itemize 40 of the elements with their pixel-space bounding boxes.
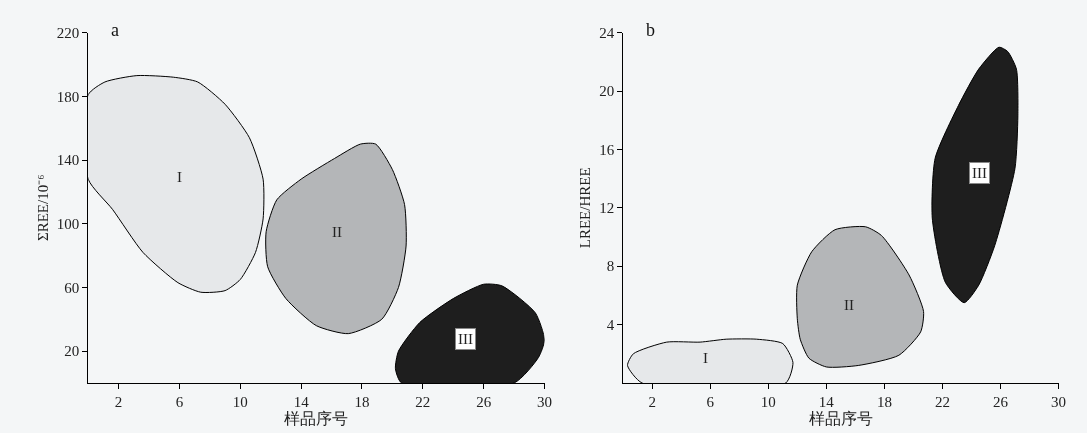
- y-tick-label: 100: [56, 215, 80, 232]
- series-label: II: [332, 224, 342, 240]
- x-tick-label: 18: [354, 394, 370, 410]
- x-tick-label: 10: [760, 394, 776, 410]
- x-tick-label: 18: [876, 394, 892, 410]
- y-tick-label: 180: [56, 88, 80, 105]
- series-label: III: [458, 331, 473, 347]
- x-tick-label: 10: [232, 394, 248, 410]
- series-label: II: [844, 297, 854, 313]
- y-tick-label: 16: [599, 141, 615, 158]
- chart-title: a: [111, 20, 119, 40]
- x-tick-label: 6: [706, 394, 715, 410]
- y-tick-label: 12: [599, 200, 615, 217]
- x-tick-label: 22: [934, 394, 950, 410]
- x-tick-label: 26: [992, 394, 1009, 410]
- series-label: III: [972, 165, 987, 181]
- x-axis-title: 样品序号: [284, 410, 349, 427]
- y-tick-label: 220: [56, 24, 80, 41]
- y-axis-title: LREE/HREE: [577, 167, 594, 249]
- x-tick-label: 26: [476, 394, 492, 410]
- y-axis-title: ΣREE/10⁻⁶: [34, 174, 51, 242]
- x-tick-label: 14: [818, 394, 835, 410]
- y-tick-label: 4: [606, 316, 615, 333]
- x-tick-label: 30: [1051, 394, 1067, 410]
- y-tick-label: 8: [606, 258, 615, 275]
- y-tick-label: 24: [599, 24, 615, 41]
- y-tick-label: 20: [599, 83, 615, 100]
- x-tick-label: 2: [648, 394, 656, 410]
- x-axis-title: 样品序号: [808, 410, 873, 427]
- series-label: I: [703, 350, 708, 366]
- x-tick-label: 6: [175, 394, 184, 410]
- x-tick-label: 2: [114, 394, 123, 410]
- x-tick-label: 30: [537, 394, 553, 410]
- x-tick-label: 22: [415, 394, 431, 410]
- x-tick-label: 14: [293, 394, 310, 410]
- y-tick-label: 60: [64, 279, 80, 296]
- y-tick-label: 140: [56, 152, 80, 169]
- series-label: I: [177, 169, 182, 185]
- chart-title: b: [646, 20, 655, 40]
- y-tick-label: 20: [64, 343, 80, 360]
